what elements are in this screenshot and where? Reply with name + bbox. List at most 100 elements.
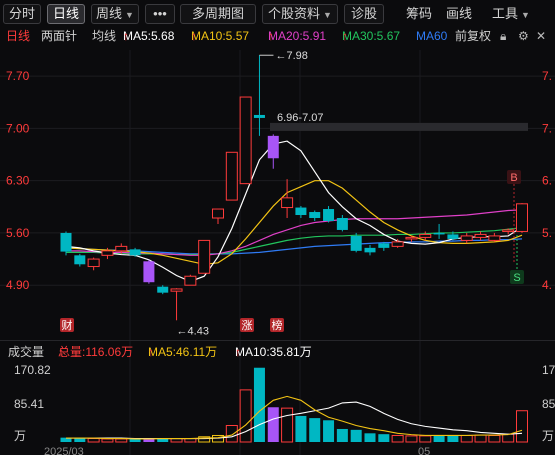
price-tick-label: 7.70	[6, 69, 30, 83]
price-tick-label: 6.30	[6, 174, 30, 188]
up-arrow-icon: ↑	[58, 345, 64, 359]
badge-cai: 财	[62, 318, 73, 332]
candle-body	[198, 239, 211, 274]
annotations: ←7.98 ←4.43 6.96-7.07 财 涨 榜 B S	[60, 50, 528, 337]
up-arrow-icon: ↑	[148, 345, 154, 359]
high-label: ←7.98	[275, 50, 307, 62]
volume-bar	[502, 433, 515, 443]
price-tick-label-right: 7.	[542, 69, 552, 83]
candle-body	[170, 288, 183, 292]
candle-body	[267, 135, 279, 159]
candle-body	[87, 258, 100, 268]
draw-line-button[interactable]: 画线	[446, 6, 473, 21]
ma30-line	[66, 227, 523, 256]
close-icon[interactable]: ✕	[536, 29, 547, 43]
stock-info-button[interactable]: 个股资料 ▼	[262, 4, 338, 24]
toolbar: 分时 日线 周线 ▼ ••• 多周期图 个股资料 ▼ 诊股 筹码 画线 工具 ▼	[0, 0, 555, 28]
tab-label: 多周期图	[191, 6, 244, 21]
volume-bar	[447, 435, 459, 442]
more-periods-button[interactable]: •••	[145, 4, 175, 24]
tab-label: 分时	[8, 6, 35, 21]
candle-body	[405, 236, 418, 240]
candle-body	[212, 208, 224, 219]
volume-bar	[157, 438, 169, 442]
volume-bar	[60, 437, 72, 442]
candle-body	[336, 218, 348, 230]
candle-body	[516, 203, 528, 232]
ma10-text: MA10:5.57	[191, 29, 250, 43]
tab-rixian[interactable]: 日线	[47, 4, 85, 24]
badge-s-bg	[510, 270, 524, 284]
volume-bar	[295, 415, 307, 442]
ma-label[interactable]: 均线	[92, 29, 117, 43]
candle-body	[115, 245, 128, 252]
up-arrow-icon: ↑	[123, 29, 129, 43]
up-arrow-icon: ↑	[191, 29, 197, 43]
chips-button[interactable]: 筹码	[406, 6, 433, 21]
volume-bar	[350, 429, 362, 442]
candle-body	[225, 151, 238, 201]
volume-bar	[198, 436, 211, 443]
candle-body	[460, 235, 473, 241]
volume-bar	[488, 434, 501, 443]
tab-label: 周线	[96, 6, 123, 21]
volume-bar	[87, 438, 100, 443]
date-start-label: 2025/03	[44, 446, 84, 455]
tab-fenshi[interactable]: 分时	[3, 4, 41, 24]
volume-bar	[419, 435, 432, 443]
price-tick-label-right: 5.	[542, 226, 552, 240]
ma60-value: MA60	[416, 29, 448, 43]
candle-body	[391, 241, 404, 247]
candle-body	[101, 250, 114, 256]
volume-bar	[391, 434, 404, 443]
volume-ma10-text: MA10:35.81万	[235, 345, 312, 359]
tab-label: 日线	[52, 6, 79, 21]
badge-zhang: 涨	[242, 319, 253, 332]
candle-body	[474, 233, 487, 238]
multi-period-button[interactable]: 多周期图	[180, 4, 256, 24]
candle-body	[157, 286, 169, 293]
candle-body	[60, 232, 72, 252]
chevron-down-icon: ▼	[125, 10, 134, 20]
gear-icon[interactable]: ⚙	[518, 29, 529, 43]
tab-label: 个股资料	[268, 6, 321, 21]
diagnose-button[interactable]: 诊股	[344, 4, 384, 24]
period-label: 日线	[6, 29, 31, 43]
tools-button[interactable]: 工具 ▼	[492, 4, 530, 24]
volume-tick-label: 85.41	[14, 397, 44, 411]
candle-body	[323, 209, 335, 221]
badge-bang-bg	[270, 318, 284, 332]
price-tick-label: 4.90	[6, 278, 30, 292]
volume-bar	[323, 420, 335, 442]
volume-bar	[516, 410, 528, 443]
volume-tick-label-right: 85	[542, 397, 555, 411]
volume-bar	[378, 434, 390, 442]
up-arrow-icon: ↑	[235, 345, 241, 359]
volume-bar	[336, 428, 348, 442]
chevron-down-icon: ▼	[521, 10, 530, 20]
mode-label[interactable]: 两面针	[41, 29, 78, 43]
badge-b: B	[510, 172, 517, 184]
adjust-label[interactable]: 前复权	[455, 29, 492, 43]
candle-body	[309, 212, 321, 218]
lock-icon[interactable]: 🔒︎	[500, 29, 507, 43]
volume-bar	[101, 438, 114, 443]
badge-cai-bg	[60, 318, 74, 332]
volume-bar	[129, 438, 141, 442]
volume-bar	[74, 438, 86, 442]
candle-body	[447, 234, 459, 239]
candle-body	[295, 207, 307, 216]
volume-bar	[364, 433, 376, 442]
volume-bar	[405, 435, 418, 443]
ma-legend: 日线 两面针 均线 MA5:5.68 ↑ MA10:5.57 ↑ MA20:5.91…	[0, 28, 555, 44]
volume-bar	[239, 389, 252, 443]
ma5-text: MA5:5.68	[123, 29, 175, 43]
volume-tick-label-right: 17	[542, 363, 555, 377]
volume-bar	[267, 407, 279, 442]
price-tick-label: 5.60	[6, 226, 30, 240]
low-label: ←4.43	[177, 325, 209, 337]
candles	[60, 55, 528, 321]
volume-bar	[281, 407, 294, 443]
tab-zhouxian[interactable]: 周线 ▼	[91, 4, 139, 24]
